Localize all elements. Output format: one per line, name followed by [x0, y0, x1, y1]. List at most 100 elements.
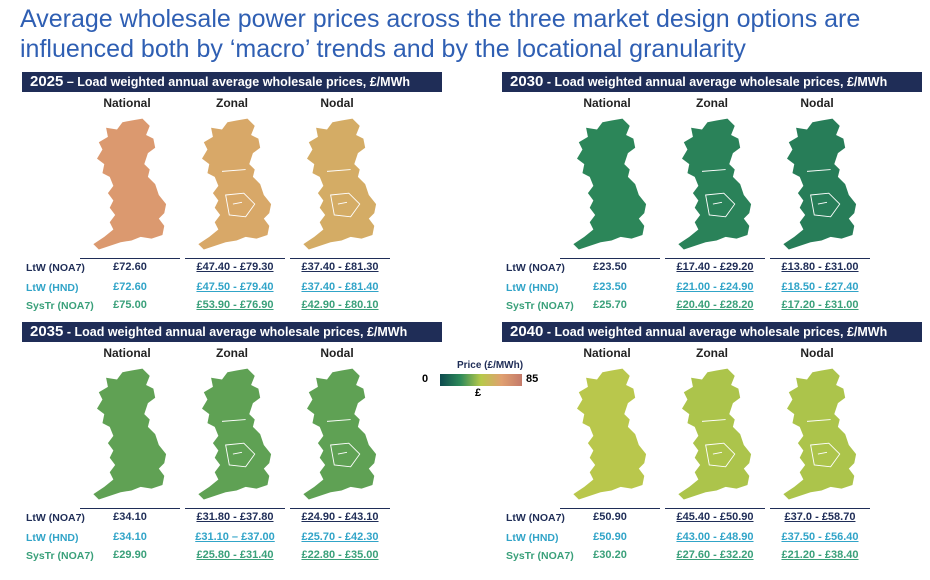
gb-map-region	[93, 368, 167, 500]
panel-2040: 2040 - Load weighted annual average whol…	[502, 322, 922, 577]
panel-header-text: - Load weighted annual average wholesale…	[543, 75, 888, 89]
page-title: Average wholesale power prices across th…	[20, 5, 861, 63]
row-label: SysTr (NOA7)	[506, 300, 574, 312]
price-value: £25.80 - £31.40	[196, 549, 274, 561]
gb-map-region	[303, 118, 377, 250]
gb-map-shape	[198, 368, 272, 500]
price-value: £23.50	[593, 281, 627, 293]
row-label: SysTr (NOA7)	[26, 300, 94, 312]
legend-color-bar	[440, 374, 522, 386]
column-label: National	[583, 346, 631, 360]
column-label: Nodal	[800, 96, 834, 110]
zone-boundaries	[806, 169, 841, 218]
column-label: National	[583, 96, 631, 110]
gb-map-shape	[573, 368, 647, 500]
gb-price-map	[182, 110, 282, 260]
column-separator	[770, 258, 870, 259]
gb-map-shape	[678, 118, 752, 250]
column-label: National	[103, 346, 151, 360]
legend-min: 0	[422, 373, 429, 385]
gb-map-region	[303, 368, 377, 500]
price-value: £31.80 - £37.80	[196, 511, 274, 523]
row-label: LtW (NOA7)	[26, 512, 85, 524]
gb-price-map	[557, 360, 657, 510]
zone-boundaries	[806, 419, 841, 468]
price-value: £37.40 - £81.30	[301, 261, 379, 273]
price-value: £72.60	[113, 281, 147, 293]
price-value: £47.50 - £79.40	[196, 281, 274, 293]
panel-header: 2030 - Load weighted annual average whol…	[502, 72, 922, 92]
price-value: £42.90 - £80.10	[301, 299, 379, 311]
column-separator	[185, 508, 285, 509]
price-value: £53.90 - £76.90	[196, 299, 274, 311]
panel-year: 2040	[510, 323, 544, 340]
gb-map-shape	[198, 118, 272, 250]
zone-boundaries	[701, 169, 736, 218]
price-value: £31.10 – £37.00	[195, 531, 275, 543]
price-value: £72.60	[113, 261, 147, 273]
column-separator	[185, 258, 285, 259]
gb-map-shape	[783, 118, 857, 250]
price-value: £29.90	[113, 549, 147, 561]
price-value: £34.10	[113, 531, 147, 543]
gb-map-shape	[303, 118, 377, 250]
gb-map-region	[573, 118, 647, 250]
panel-header-text: - Load weighted annual average wholesale…	[63, 325, 408, 339]
price-value: £17.20 - £31.00	[781, 299, 859, 311]
column-label: Zonal	[696, 346, 728, 360]
panel-year: 2035	[30, 323, 64, 340]
panel-header: 2035 - Load weighted annual average whol…	[22, 322, 442, 342]
price-value: £75.00	[113, 299, 147, 311]
column-separator	[560, 258, 660, 259]
gb-map-shape	[93, 118, 167, 250]
row-label: LtW (NOA7)	[26, 262, 85, 274]
gb-map-region	[93, 118, 167, 250]
column-separator	[665, 258, 765, 259]
gb-price-map	[77, 360, 177, 510]
gb-price-map	[767, 360, 867, 510]
gb-price-map	[767, 110, 867, 260]
gb-map-shape	[678, 368, 752, 500]
column-label: Zonal	[216, 96, 248, 110]
gb-map-region	[678, 118, 752, 250]
row-label: LtW (HND)	[506, 282, 559, 294]
column-separator	[80, 508, 180, 509]
gb-price-map	[287, 110, 387, 260]
column-separator	[290, 508, 390, 509]
gb-map-shape	[783, 368, 857, 500]
legend-title: Price (£/MWh)	[456, 360, 524, 371]
row-label: LtW (NOA7)	[506, 512, 565, 524]
gb-map-region	[198, 368, 272, 500]
column-label: Nodal	[800, 346, 834, 360]
column-label: Nodal	[320, 346, 354, 360]
row-label: LtW (HND)	[26, 532, 79, 544]
price-value: £13.80 - £31.00	[781, 261, 859, 273]
gb-map-region	[783, 368, 857, 500]
price-value: £18.50 - £27.40	[781, 281, 859, 293]
zone-boundaries	[701, 419, 736, 468]
zone-boundaries	[326, 419, 361, 468]
row-label: LtW (HND)	[26, 282, 79, 294]
price-value: £37.0 - £58.70	[784, 511, 856, 523]
column-separator	[665, 508, 765, 509]
zone-boundaries	[326, 169, 361, 218]
panel-header: 2025 – Load weighted annual average whol…	[22, 72, 442, 92]
price-value: £25.70	[593, 299, 627, 311]
price-value: £17.40 - £29.20	[676, 261, 754, 273]
price-value: £27.60 - £32.20	[676, 549, 754, 561]
panel-header-text: – Load weighted annual average wholesale…	[63, 75, 410, 89]
panel-2025: 2025 – Load weighted annual average whol…	[22, 72, 442, 327]
price-value: £50.90	[593, 531, 627, 543]
gb-price-map	[77, 110, 177, 260]
panel-2030: 2030 - Load weighted annual average whol…	[502, 72, 922, 327]
column-separator	[770, 508, 870, 509]
zone-boundaries	[221, 169, 256, 218]
price-value: £25.70 - £42.30	[301, 531, 379, 543]
gb-map-shape	[303, 368, 377, 500]
panel-header-text: - Load weighted annual average wholesale…	[543, 325, 888, 339]
price-value: £24.90 - £43.10	[301, 511, 379, 523]
price-value: £47.40 - £79.30	[196, 261, 274, 273]
row-label: SysTr (NOA7)	[26, 550, 94, 562]
gb-price-map	[557, 110, 657, 260]
column-separator	[290, 258, 390, 259]
